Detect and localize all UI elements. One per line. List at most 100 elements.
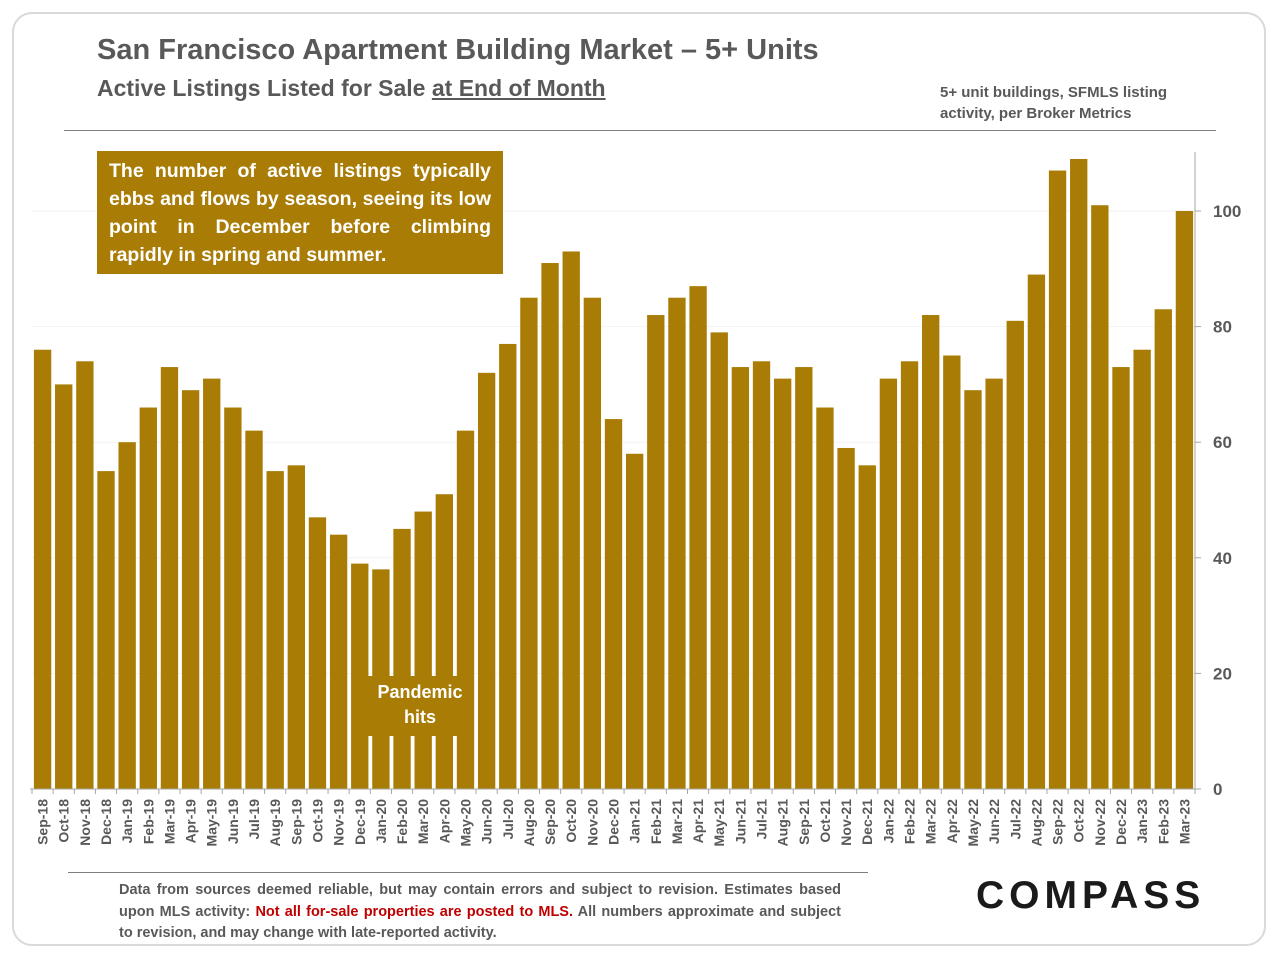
x-tick-label: Oct-21 (817, 799, 833, 843)
footer-text-after: All numbers approximate and subject to r… (119, 903, 841, 942)
y-axis: 0 20 40 60 80 100 (30, 152, 1241, 799)
x-tick-label: Nov-18 (77, 799, 93, 846)
bar (181, 390, 200, 789)
x-tick-label: Sep-20 (542, 799, 558, 845)
footer-disclaimer: Data from sources deemed reliable, but m… (119, 880, 841, 945)
bar (689, 286, 707, 789)
bar (922, 315, 940, 789)
bar (1091, 205, 1109, 790)
bar (752, 361, 771, 789)
bar (710, 332, 728, 789)
x-axis-labels: Sep-18 Oct-18 Nov-18 Dec-18 Jan-19 Feb-19 Mar-… (35, 799, 1193, 847)
x-tick-label: Sep-22 (1050, 799, 1066, 845)
bar (308, 517, 327, 789)
x-tick-label: May-19 (204, 799, 220, 847)
bar (1006, 320, 1024, 789)
bar (520, 297, 538, 789)
x-tick-label: Jan-21 (627, 799, 643, 844)
y-tick-label: 80 (1213, 318, 1232, 337)
bar (139, 407, 157, 789)
x-tick-label: Aug-21 (775, 799, 791, 847)
bar (1154, 309, 1172, 789)
callout-box: The number of active listings typically … (97, 151, 503, 274)
x-tick-label: Apr-22 (944, 799, 960, 844)
bar (477, 372, 496, 789)
footer-text-before: Data from sources deemed reliable, but m… (119, 882, 841, 920)
x-tick-label: May-22 (965, 799, 981, 847)
x-tick-label: Nov-22 (1092, 799, 1108, 846)
bar (1048, 170, 1067, 790)
bar (795, 367, 813, 789)
subtitle-prefix: Active Listings Listed for Sale (97, 75, 432, 101)
bar (203, 378, 221, 789)
bar (731, 367, 750, 789)
bar (287, 465, 305, 789)
bar (837, 447, 855, 789)
x-tick-label: Mar-21 (669, 799, 685, 844)
y-tick-label: 40 (1213, 549, 1232, 568)
x-tick-label: Jan-19 (119, 799, 135, 844)
bar (329, 534, 348, 789)
x-tick-label: Oct-19 (309, 799, 325, 843)
x-tick-label: Apr-21 (690, 799, 706, 844)
x-tick-label: Dec-22 (1113, 799, 1129, 845)
x-tick-label: Sep-19 (288, 799, 304, 845)
x-tick-label: May-20 (457, 799, 473, 847)
x-tick-label: Mar-20 (415, 799, 431, 844)
x-tick-label: Apr-19 (183, 799, 199, 844)
footer-divider (68, 872, 868, 873)
x-tick-label: Nov-19 (331, 799, 347, 846)
x-tick-label: Feb-19 (140, 799, 156, 844)
x-tick-label: Jun-22 (986, 799, 1002, 844)
x-tick-label: Oct-22 (1071, 799, 1087, 843)
bar (266, 471, 284, 789)
chart-subtitle: Active Listings Listed for Sale at End o… (97, 75, 606, 102)
y-tick-label: 20 (1213, 664, 1232, 683)
x-tick-label: Nov-21 (838, 799, 854, 846)
y-tick-label: 100 (1213, 202, 1241, 221)
x-tick-label: Jun-19 (225, 799, 241, 844)
bar (1175, 211, 1194, 789)
bar (541, 263, 559, 789)
bar (1112, 367, 1130, 789)
x-tick-label: Feb-20 (394, 799, 410, 844)
x-tick-label: Mar-22 (923, 799, 939, 844)
x-tick-label: Jun-21 (732, 799, 748, 844)
pandemic-annotation: Pandemic hits (366, 676, 474, 736)
x-tick-label: Apr-20 (436, 799, 452, 844)
x-tick-label: Dec-18 (98, 799, 114, 845)
bar (773, 378, 792, 789)
x-tick-label: Oct-18 (56, 799, 72, 843)
x-tick-label: Mar-19 (161, 799, 177, 844)
bar (1027, 274, 1046, 790)
x-tick-label: Mar-23 (1176, 799, 1192, 844)
x-tick-label: Jan-22 (880, 799, 896, 844)
x-tick-label: Jul-19 (246, 799, 262, 840)
footer-warning: Not all for-sale properties are posted t… (255, 903, 574, 920)
bar (964, 390, 982, 789)
bar (118, 442, 136, 789)
x-tick-label: Aug-20 (521, 799, 537, 847)
x-tick-label: Jan-23 (1134, 799, 1150, 844)
bar (351, 563, 369, 789)
bar (900, 361, 919, 789)
bar (499, 343, 517, 789)
y-tick-label: 60 (1213, 433, 1232, 452)
bar (858, 465, 876, 789)
y-tick-label: 0 (1213, 780, 1222, 799)
bar (435, 494, 454, 789)
bar (879, 378, 898, 789)
bars (33, 158, 1194, 790)
bar (76, 361, 94, 789)
x-tick-label: Feb-23 (1155, 799, 1171, 844)
bar (625, 453, 644, 789)
x-tick-label: Nov-20 (584, 799, 600, 846)
x-tick-label: Feb-21 (648, 799, 664, 844)
bar (1070, 158, 1088, 790)
bar (943, 355, 961, 789)
bar (1133, 349, 1151, 789)
x-tick-label: May-21 (711, 799, 727, 847)
x-tick-label: Dec-21 (859, 799, 875, 845)
bar (562, 251, 580, 789)
